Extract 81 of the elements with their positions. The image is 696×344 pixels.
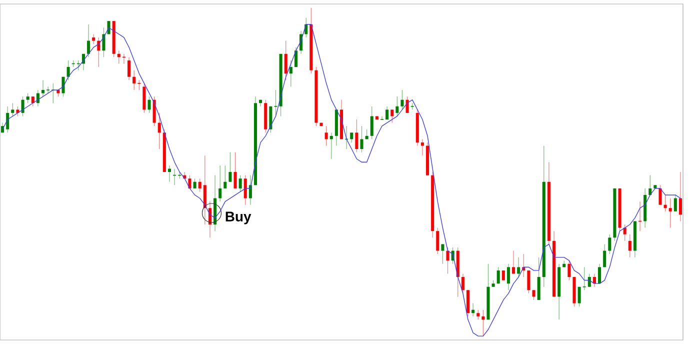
candlestick xyxy=(360,126,364,153)
candlestick xyxy=(158,112,161,150)
candlestick xyxy=(466,290,470,317)
candlestick xyxy=(603,244,606,268)
candlestick xyxy=(380,116,384,120)
candlestick xyxy=(386,106,389,120)
candlestick xyxy=(152,96,156,126)
candlestick xyxy=(294,47,298,68)
candlestick xyxy=(628,234,632,258)
candlestick xyxy=(527,270,530,294)
candlestick xyxy=(674,194,677,212)
candlestick xyxy=(496,266,500,284)
candlestick xyxy=(11,102,14,117)
candlestick xyxy=(472,302,475,317)
candlestick xyxy=(132,70,136,90)
candlestick xyxy=(284,40,288,80)
candlestick xyxy=(406,96,409,114)
candlestick xyxy=(248,174,252,206)
candlestick xyxy=(537,257,540,300)
candlestick xyxy=(506,264,510,290)
candlestick xyxy=(355,119,358,153)
candlestick xyxy=(461,273,464,294)
candlestick xyxy=(420,138,424,156)
candlestick xyxy=(568,260,571,281)
candlestick xyxy=(390,109,394,124)
annotation: Buy xyxy=(226,212,252,224)
candlestick xyxy=(476,310,480,320)
candlestick xyxy=(446,247,450,274)
candlestick xyxy=(588,273,591,288)
candlestick xyxy=(117,50,120,64)
candlestick xyxy=(218,165,222,202)
candlestick xyxy=(148,96,151,114)
candlestick xyxy=(102,27,106,58)
candlestick xyxy=(578,286,581,307)
candlestick xyxy=(203,155,206,225)
candlestick xyxy=(244,174,247,206)
candlestick xyxy=(289,60,292,87)
candlestick xyxy=(137,80,142,90)
candlestick xyxy=(396,96,399,117)
candlestick xyxy=(234,152,237,189)
candlestick xyxy=(193,178,196,189)
candlestick xyxy=(370,106,374,140)
candlestick xyxy=(6,106,10,133)
candlestick xyxy=(87,24,90,58)
candlestick xyxy=(66,60,70,80)
candlestick xyxy=(92,34,96,44)
candlestick xyxy=(517,257,520,278)
candlestick xyxy=(188,174,192,189)
candlestick xyxy=(441,244,444,264)
candlestick xyxy=(512,250,516,274)
candlestick xyxy=(400,90,404,110)
candlestick xyxy=(41,80,45,97)
candlestick xyxy=(648,174,652,196)
candlestick xyxy=(532,290,536,300)
candlestick xyxy=(31,96,34,107)
candlestick xyxy=(608,234,612,254)
candlestick xyxy=(36,90,40,107)
candlestick xyxy=(664,194,667,212)
candlestick xyxy=(658,184,662,206)
candlestick xyxy=(224,165,227,189)
candlestick xyxy=(142,83,146,114)
candlestick xyxy=(238,174,242,192)
candlestick xyxy=(16,106,20,117)
candlestick xyxy=(598,264,602,284)
candlestick xyxy=(97,37,100,68)
candlestick xyxy=(350,132,354,143)
candlestick xyxy=(228,152,232,182)
candlestick xyxy=(274,90,278,117)
candlestick xyxy=(330,132,333,160)
candlestick xyxy=(21,96,24,117)
candlestick xyxy=(324,126,328,146)
candlestick xyxy=(127,56,131,80)
candlestick xyxy=(46,86,50,94)
candlestick xyxy=(668,198,672,228)
candlestick xyxy=(623,224,626,242)
candlestick xyxy=(198,178,202,192)
candlestick xyxy=(482,310,485,336)
candlestick xyxy=(436,227,440,254)
candlestick xyxy=(168,165,172,182)
candlestick xyxy=(678,172,682,222)
candlestick xyxy=(26,92,30,104)
